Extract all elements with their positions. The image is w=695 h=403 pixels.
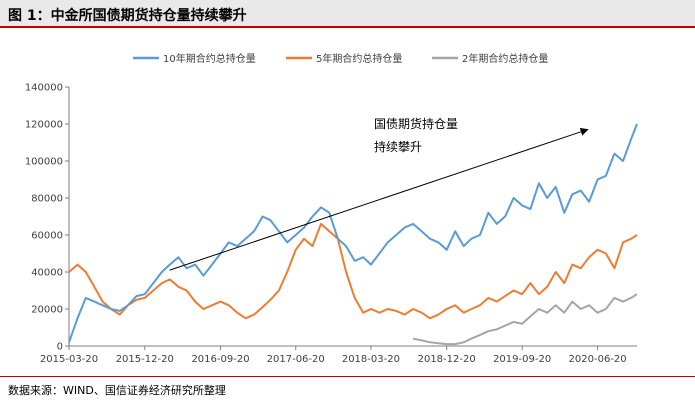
y-tick-label: 20000 (31, 305, 63, 316)
chart-annotation: 国债期货持仓量持续攀升 (169, 116, 589, 271)
legend-label: 2年期合约总持仓量 (462, 52, 548, 65)
chart-legend: 10年期合约总持仓量 5年期合约总持仓量 2年期合约总持仓量 (133, 52, 548, 65)
figure-title: 图 1：中金所国债期货持仓量持续攀升 (8, 8, 247, 24)
x-tick-label: 2016-09-20 (191, 354, 249, 365)
x-tick-label: 2018-03-20 (342, 354, 400, 365)
chart-plot-area (68, 123, 638, 346)
y-tick-label: 0 (57, 342, 63, 353)
source-note: 数据来源：WIND、国信证券经济研究所整理 (8, 384, 226, 397)
x-tick-label: 2015-12-20 (116, 354, 174, 365)
x-tick-label: 2018-12-20 (418, 354, 476, 365)
series-line (412, 293, 638, 346)
y-tick-label: 100000 (25, 157, 63, 168)
x-tick-label: 2020-06-20 (569, 354, 627, 365)
x-tick-label: 2019-09-20 (493, 354, 551, 365)
y-tick-label: 40000 (31, 268, 63, 279)
series-line (68, 222, 638, 320)
x-tick-label: 2015-03-20 (40, 354, 98, 365)
y-tick-label: 60000 (31, 231, 63, 242)
y-tick-label: 140000 (25, 83, 63, 94)
legend-label: 5年期合约总持仓量 (316, 52, 402, 65)
y-tick-label: 120000 (25, 120, 63, 131)
y-tick-label: 80000 (31, 194, 63, 205)
x-tick-label: 2017-06-20 (267, 354, 325, 365)
line-chart: 10年期合约总持仓量 5年期合约总持仓量 2年期合约总持仓量 0 20000 40000… (25, 52, 638, 365)
series-line (68, 123, 638, 343)
legend-label: 10年期合约总持仓量 (163, 52, 256, 65)
annotation-text: 持续攀升 (374, 139, 422, 154)
annotation-text: 国债期货持仓量 (374, 116, 458, 131)
figure-title-bar: 图 1：中金所国债期货持仓量持续攀升 (0, 0, 695, 28)
chart-axes: 0 20000 40000 60000 80000 100000 120000 140000 2… (25, 83, 637, 365)
trend-arrow (169, 127, 589, 271)
source-divider (0, 376, 695, 377)
